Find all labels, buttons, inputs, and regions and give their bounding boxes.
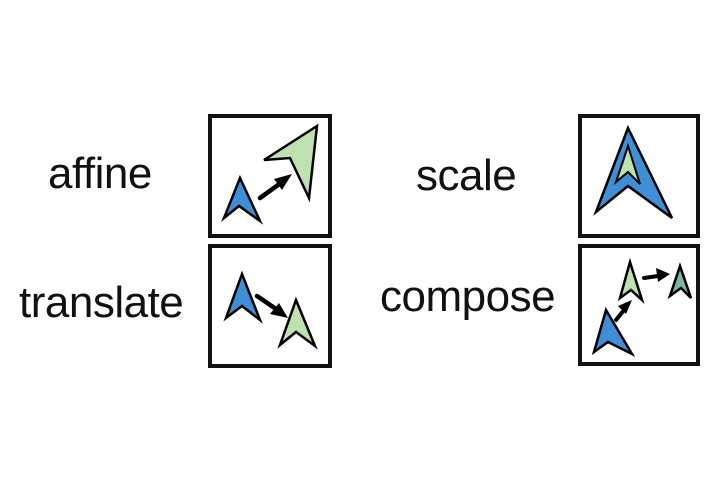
chevron-arrow-shape [591,306,636,358]
transform-arrow [257,182,281,201]
chevron-arrow-shape [263,123,319,203]
chevron-arrow-shape [667,262,693,300]
chevron-arrow-shape [613,142,641,186]
compose-diagram [591,257,693,358]
label-compose: compose [380,272,556,321]
chevron-arrow-shape [223,270,263,324]
transform-arrowhead [618,300,632,314]
panel-compose [578,244,700,366]
chevron-arrow-shape [221,174,264,225]
transform-arrow [614,308,626,322]
chevron-arrow-shape [617,257,645,305]
label-affine: affine [48,149,152,198]
transform-arrowhead [274,174,292,190]
scale-diagram [593,124,674,220]
translate-diagram [223,270,318,350]
label-translate: translate [19,278,184,327]
chevron-arrow-shape [277,296,318,350]
panel-affine [208,114,332,238]
transform-arrowhead [656,268,670,282]
transform-arrow [642,274,660,280]
panel-translate [208,244,332,368]
label-scale: scale [416,151,517,200]
transform-arrowhead [270,303,288,318]
panel-scale [578,114,700,238]
transform-arrow [254,293,279,312]
affine-diagram [221,123,319,225]
